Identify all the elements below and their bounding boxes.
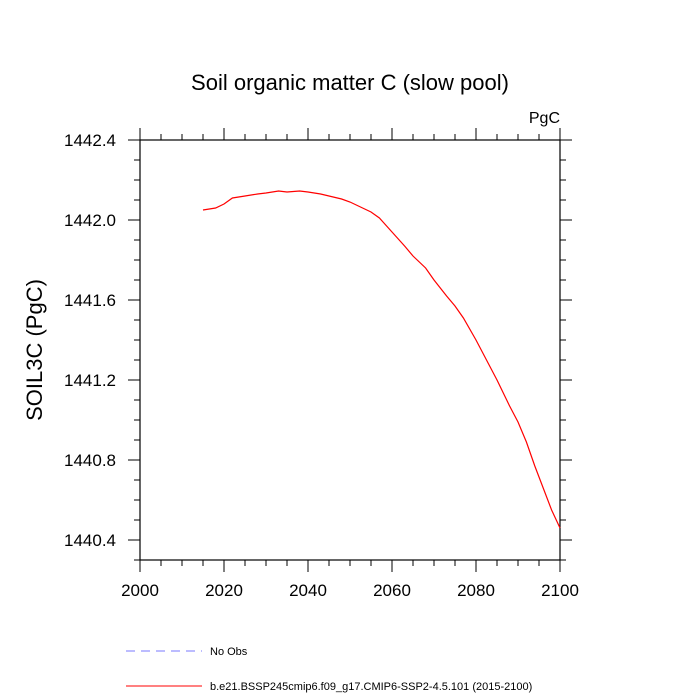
units-label: PgC bbox=[529, 110, 560, 127]
y-axis-label: SOIL3C (PgC) bbox=[22, 279, 47, 421]
legend: No Obs b.e21.BSSP245cmip6.f09_g17.CMIP6-S… bbox=[126, 646, 532, 693]
plot-frame bbox=[139, 139, 561, 561]
x-tick-label: 2080 bbox=[457, 581, 495, 600]
axis-ticks bbox=[128, 128, 572, 572]
y-tick-label: 1442.4 bbox=[64, 131, 116, 150]
axis-tick-labels: 2000 2020 2040 2060 2080 2100 1440.4 1440.8 1441… bbox=[64, 131, 579, 600]
x-tick-label: 2060 bbox=[373, 581, 411, 600]
series-layer bbox=[202, 190, 561, 529]
y-tick-label: 1441.2 bbox=[64, 371, 116, 390]
series-line bbox=[202, 190, 561, 529]
chart-title: Soil organic matter C (slow pool) bbox=[191, 70, 509, 95]
x-tick-label: 2100 bbox=[541, 581, 579, 600]
legend-label: No Obs bbox=[210, 646, 248, 658]
x-tick-label: 2000 bbox=[121, 581, 159, 600]
y-tick-label: 1440.8 bbox=[64, 451, 116, 470]
legend-label: b.e21.BSSP245cmip6.f09_g17.CMIP6-SSP2-4.… bbox=[210, 681, 532, 693]
x-tick-label: 2040 bbox=[289, 581, 327, 600]
y-tick-label: 1442.0 bbox=[64, 211, 116, 230]
y-tick-label: 1440.4 bbox=[64, 531, 116, 550]
y-tick-label: 1441.6 bbox=[64, 291, 116, 310]
x-tick-label: 2020 bbox=[205, 581, 243, 600]
